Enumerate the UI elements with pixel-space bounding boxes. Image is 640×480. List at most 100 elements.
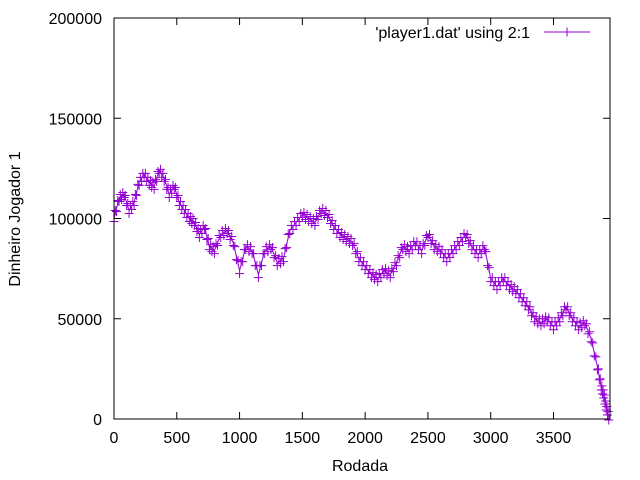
series-markers (109, 164, 614, 425)
data-point (483, 261, 493, 271)
y-tick-label: 200000 (49, 11, 102, 28)
legend-label: 'player1.dat' using 2:1 (375, 25, 530, 42)
data-point (112, 206, 122, 216)
data-point (129, 200, 139, 210)
axis-ticks (113, 17, 610, 420)
data-point (119, 192, 129, 202)
data-point (113, 195, 123, 205)
data-point (581, 319, 591, 329)
data-point (153, 166, 163, 176)
data-point (462, 230, 472, 240)
data-point (310, 221, 320, 231)
data-point (201, 224, 211, 234)
data-point (392, 261, 402, 271)
data-point (257, 261, 267, 271)
data-point (235, 269, 245, 279)
data-point (152, 176, 162, 186)
data-point (601, 396, 611, 406)
data-point (283, 230, 293, 240)
data-point (282, 243, 292, 253)
data-point (155, 164, 165, 174)
data-point (160, 174, 170, 184)
x-tick-label: 500 (163, 430, 190, 447)
x-tick-label: 3000 (473, 430, 509, 447)
data-point (324, 209, 334, 219)
data-point (149, 184, 159, 194)
x-tick-label: 2000 (347, 430, 383, 447)
data-point (176, 196, 186, 206)
data-point (269, 253, 279, 263)
data-point (134, 180, 144, 190)
data-point (279, 257, 289, 267)
data-point (385, 273, 395, 283)
data-point (591, 352, 601, 362)
data-point (598, 385, 608, 395)
data-point (158, 168, 168, 178)
plot-frame (113, 17, 611, 420)
data-point (555, 317, 565, 327)
data-point (420, 241, 430, 251)
y-axis-title: Dinheiro Jogador 1 (7, 151, 24, 286)
data-point (484, 263, 494, 273)
data-point (194, 233, 204, 243)
data-point (327, 216, 337, 226)
x-tick-label: 3500 (536, 430, 572, 447)
data-point (553, 313, 563, 323)
data-point (417, 249, 427, 259)
data-point (580, 321, 590, 331)
data-point (418, 239, 428, 249)
data-point (159, 176, 169, 186)
data-point (424, 230, 434, 240)
data-point (172, 192, 182, 202)
x-tick-label: 1000 (222, 430, 258, 447)
data-point (231, 255, 241, 265)
x-tick-labels: 0 500 1000 1500 2000 2500 3000 3500 (110, 430, 572, 447)
data-point (168, 180, 178, 190)
data-point (191, 218, 201, 228)
data-point (597, 389, 607, 399)
series-line (113, 169, 610, 418)
data-point (187, 219, 197, 229)
data-point (127, 204, 137, 214)
data-point (203, 234, 213, 244)
data-point (348, 241, 358, 251)
data-point (388, 267, 398, 277)
data-point (585, 327, 595, 337)
x-tick-label: 1500 (285, 430, 321, 447)
data-point (280, 244, 290, 254)
data-point (593, 364, 603, 374)
data-point (178, 200, 188, 210)
y-tick-label: 100000 (49, 212, 102, 229)
series-layer (109, 164, 614, 425)
data-point (604, 415, 614, 425)
data-point (206, 240, 216, 250)
data-point (199, 225, 209, 235)
data-point (346, 234, 356, 244)
data-point (253, 273, 263, 283)
y-tick-label: 50000 (58, 312, 103, 329)
data-point (228, 241, 238, 251)
data-point (268, 243, 278, 253)
data-point (563, 302, 573, 312)
x-tick-label: 2500 (410, 430, 446, 447)
data-point (249, 249, 259, 259)
y-tick-label: 0 (93, 412, 102, 429)
data-point (395, 253, 405, 263)
data-point (132, 190, 142, 200)
data-point (150, 174, 160, 184)
legend: 'player1.dat' using 2:1 (375, 25, 590, 42)
data-point (224, 226, 234, 236)
data-point (211, 239, 221, 249)
data-point (110, 205, 120, 215)
data-point (525, 302, 535, 312)
legend-marker (562, 27, 572, 37)
data-point (603, 406, 613, 416)
data-point (266, 245, 276, 255)
data-point (182, 212, 192, 222)
data-point (586, 337, 596, 347)
data-point (352, 247, 362, 257)
data-point (114, 196, 124, 206)
y-tick-labels: 0 50000 100000 150000 200000 (49, 11, 102, 429)
data-point (120, 190, 130, 200)
data-point (202, 235, 212, 245)
